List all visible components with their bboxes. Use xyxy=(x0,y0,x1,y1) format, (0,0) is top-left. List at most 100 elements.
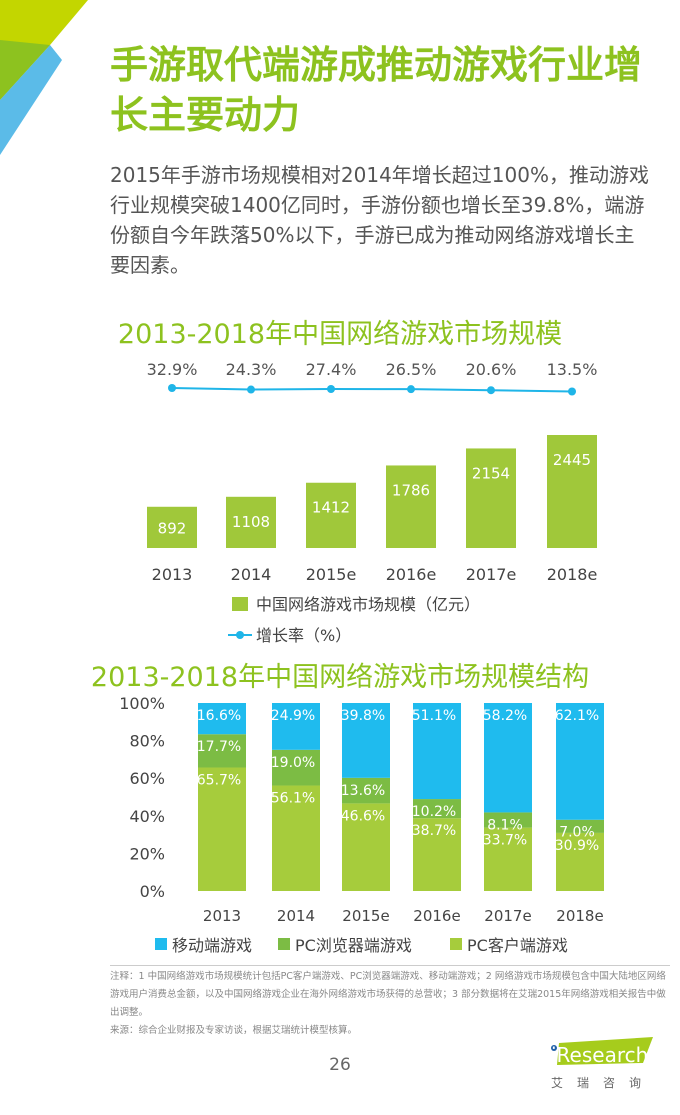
legend-label: PC客户端游戏 xyxy=(467,936,568,955)
x-tick-label: 2016e xyxy=(386,565,437,584)
growth-point xyxy=(247,385,255,394)
y-tick-label: 0% xyxy=(140,882,165,901)
x-tick-label: 2015e xyxy=(306,565,357,584)
chart1: 892 2013 32.9% 1108 2014 24.3% 1412 2015e 27.4% 1… xyxy=(147,360,598,645)
divider xyxy=(110,965,670,966)
legend-swatch-bar xyxy=(232,597,248,611)
notes-text: 注释：1 中国网络游戏市场规模统计包括PC客户端游戏、PC浏览器端游戏、移动端游… xyxy=(110,971,666,1018)
segment-label: 19.0% xyxy=(271,755,315,771)
chart1-title: 2013-2018年中国网络游戏市场规模 xyxy=(117,319,563,350)
bar-label: 892 xyxy=(158,519,187,537)
segment-label: 46.6% xyxy=(341,808,385,824)
y-tick-label: 80% xyxy=(129,732,165,751)
growth-point xyxy=(568,387,576,396)
segment-label: 10.2% xyxy=(412,804,456,820)
x-tick-label: 2014 xyxy=(277,907,315,925)
rate-label: 24.3% xyxy=(226,360,277,379)
chart2: 0% 20% 40% 60% 80% 100% 65.7% 17.7% 16.6% 2013 56.… xyxy=(119,694,604,955)
segment-label: 7.0% xyxy=(559,825,595,841)
source-text: 来源：综合企业财报及专家访谈，根据艾瑞统计模型核算。 xyxy=(110,1025,358,1036)
bar-label: 1412 xyxy=(312,499,350,517)
segment-label: 17.7% xyxy=(197,739,241,755)
stack-segment xyxy=(556,832,604,891)
x-tick-label: 2018e xyxy=(556,907,603,925)
stack-segment xyxy=(198,703,246,735)
stack-segment xyxy=(272,749,320,786)
segment-label: 56.1% xyxy=(271,791,315,807)
segment-label: 24.9% xyxy=(271,708,315,724)
y-tick-label: 60% xyxy=(129,769,165,788)
legend-swatch xyxy=(155,938,167,950)
legend-swatch-point xyxy=(236,631,244,639)
x-tick-label: 2015e xyxy=(342,907,389,925)
growth-point xyxy=(327,384,335,393)
legend-label: PC浏览器端游戏 xyxy=(295,936,412,955)
bar xyxy=(226,496,276,548)
bar-label: 1108 xyxy=(232,513,270,531)
x-tick-label: 2014 xyxy=(231,565,272,584)
segment-label: 58.2% xyxy=(483,708,527,724)
bar xyxy=(386,465,436,548)
stack-segment xyxy=(272,785,320,891)
segment-label: 8.1% xyxy=(487,817,523,833)
bar-label: 1786 xyxy=(392,481,430,499)
growth-point xyxy=(407,385,415,394)
legend-swatch xyxy=(450,938,462,950)
y-tick-label: 20% xyxy=(129,844,165,863)
stack-segment xyxy=(484,812,532,828)
segment-label: 33.7% xyxy=(483,833,527,849)
rate-label: 13.5% xyxy=(547,360,598,379)
stack-segment xyxy=(413,818,461,891)
stack-segment xyxy=(413,703,461,800)
x-tick-label: 2017e xyxy=(466,565,517,584)
rate-label: 27.4% xyxy=(306,360,357,379)
segment-label: 38.7% xyxy=(412,823,456,839)
growth-point xyxy=(168,384,176,392)
bar-label: 2445 xyxy=(553,451,591,469)
segment-label: 51.1% xyxy=(412,708,456,724)
segment-label: 39.8% xyxy=(341,708,385,724)
rate-label: 26.5% xyxy=(386,360,437,379)
x-tick-label: 2016e xyxy=(413,907,460,925)
stack-segment xyxy=(342,803,390,891)
x-tick-label: 2018e xyxy=(547,565,598,584)
legend-label: 移动端游戏 xyxy=(172,936,252,955)
svg-text:iResearch: iResearch xyxy=(551,1043,648,1067)
svg-text:艾瑞咨询: 艾瑞咨询 xyxy=(551,1075,655,1090)
stack-segment xyxy=(272,703,320,750)
growth-point xyxy=(487,386,495,395)
legend-label: 增长率（%） xyxy=(256,626,351,645)
x-tick-label: 2017e xyxy=(484,907,531,925)
stack-segment xyxy=(342,777,390,804)
legend-label: 中国网络游戏市场规模（亿元） xyxy=(256,595,480,614)
stack-segment xyxy=(556,703,604,820)
legend-swatch xyxy=(278,938,290,950)
segment-label: 65.7% xyxy=(197,772,241,788)
growth-line xyxy=(171,387,573,393)
chart2-title: 2013-2018年中国网络游戏市场规模结构 xyxy=(90,662,590,693)
bar-label: 2154 xyxy=(472,464,510,482)
rate-label: 32.9% xyxy=(147,360,198,379)
bar xyxy=(147,506,197,548)
page-number: 26 xyxy=(329,1055,351,1075)
x-tick-label: 2013 xyxy=(152,565,193,584)
stack-segment xyxy=(198,734,246,768)
y-tick-label: 40% xyxy=(129,807,165,826)
footnotes: 注释：1 中国网络游戏市场规模统计包括PC客户端游戏、PC浏览器端游戏、移动端游… xyxy=(110,968,670,1040)
stack-segment xyxy=(484,827,532,891)
page-title: 手游取代端游成推动游戏行业增长主要动力 xyxy=(110,43,643,137)
stack-segment xyxy=(342,703,390,778)
bar xyxy=(306,482,356,548)
x-tick-label: 2013 xyxy=(203,907,241,925)
y-tick-label: 100% xyxy=(119,694,165,713)
corner-decoration xyxy=(0,0,88,155)
segment-label: 30.9% xyxy=(555,838,599,854)
segment-label: 62.1% xyxy=(555,708,599,724)
segment-label: 13.6% xyxy=(341,783,385,799)
rate-label: 20.6% xyxy=(466,360,517,379)
stack-segment xyxy=(198,767,246,891)
segment-label: 16.6% xyxy=(197,708,241,724)
stack-segment xyxy=(556,819,604,833)
stack-segment xyxy=(413,799,461,819)
